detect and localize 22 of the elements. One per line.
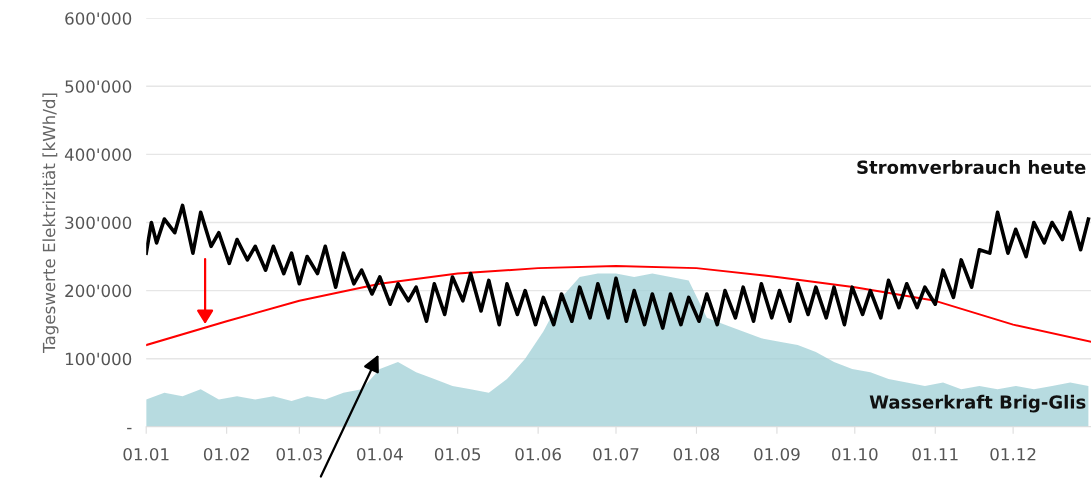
y-tick-label: 100'000 xyxy=(65,352,132,366)
y-tick-label: 600'000 xyxy=(65,12,132,25)
y-tick-label: 200'000 xyxy=(65,284,132,298)
x-tick-label: 01.12 xyxy=(990,447,1036,461)
series-label: Wasserkraft Brig-Glis xyxy=(869,394,1086,413)
y-tick-label: 500'000 xyxy=(65,80,132,93)
y-tick-label: 300'000 xyxy=(65,216,132,230)
x-tick-label: 01.10 xyxy=(832,447,878,461)
x-tick-label: 01.06 xyxy=(515,447,561,461)
x-tick-label: 01.08 xyxy=(673,447,720,461)
x-tick-label: 01.11 xyxy=(912,447,958,461)
text: Stromverbrauch heute xyxy=(857,160,1086,175)
x-tick-label: 01.07 xyxy=(593,447,639,461)
y-tick-label: 400'000 xyxy=(64,148,132,161)
x-tick-label: 01.09 xyxy=(754,447,800,461)
x-tick-label: 01.05 xyxy=(434,447,481,461)
y-tick-label: - xyxy=(127,427,132,430)
x-tick-label: 01.01 xyxy=(123,447,169,461)
x-tick-label: 01.02 xyxy=(203,447,249,461)
x-tick-label: 01.03 xyxy=(276,447,322,461)
x-tick-label: 01.04 xyxy=(357,447,403,461)
y-axis-title: Tageswerte Elektrizität [kWh/d] xyxy=(42,93,59,353)
